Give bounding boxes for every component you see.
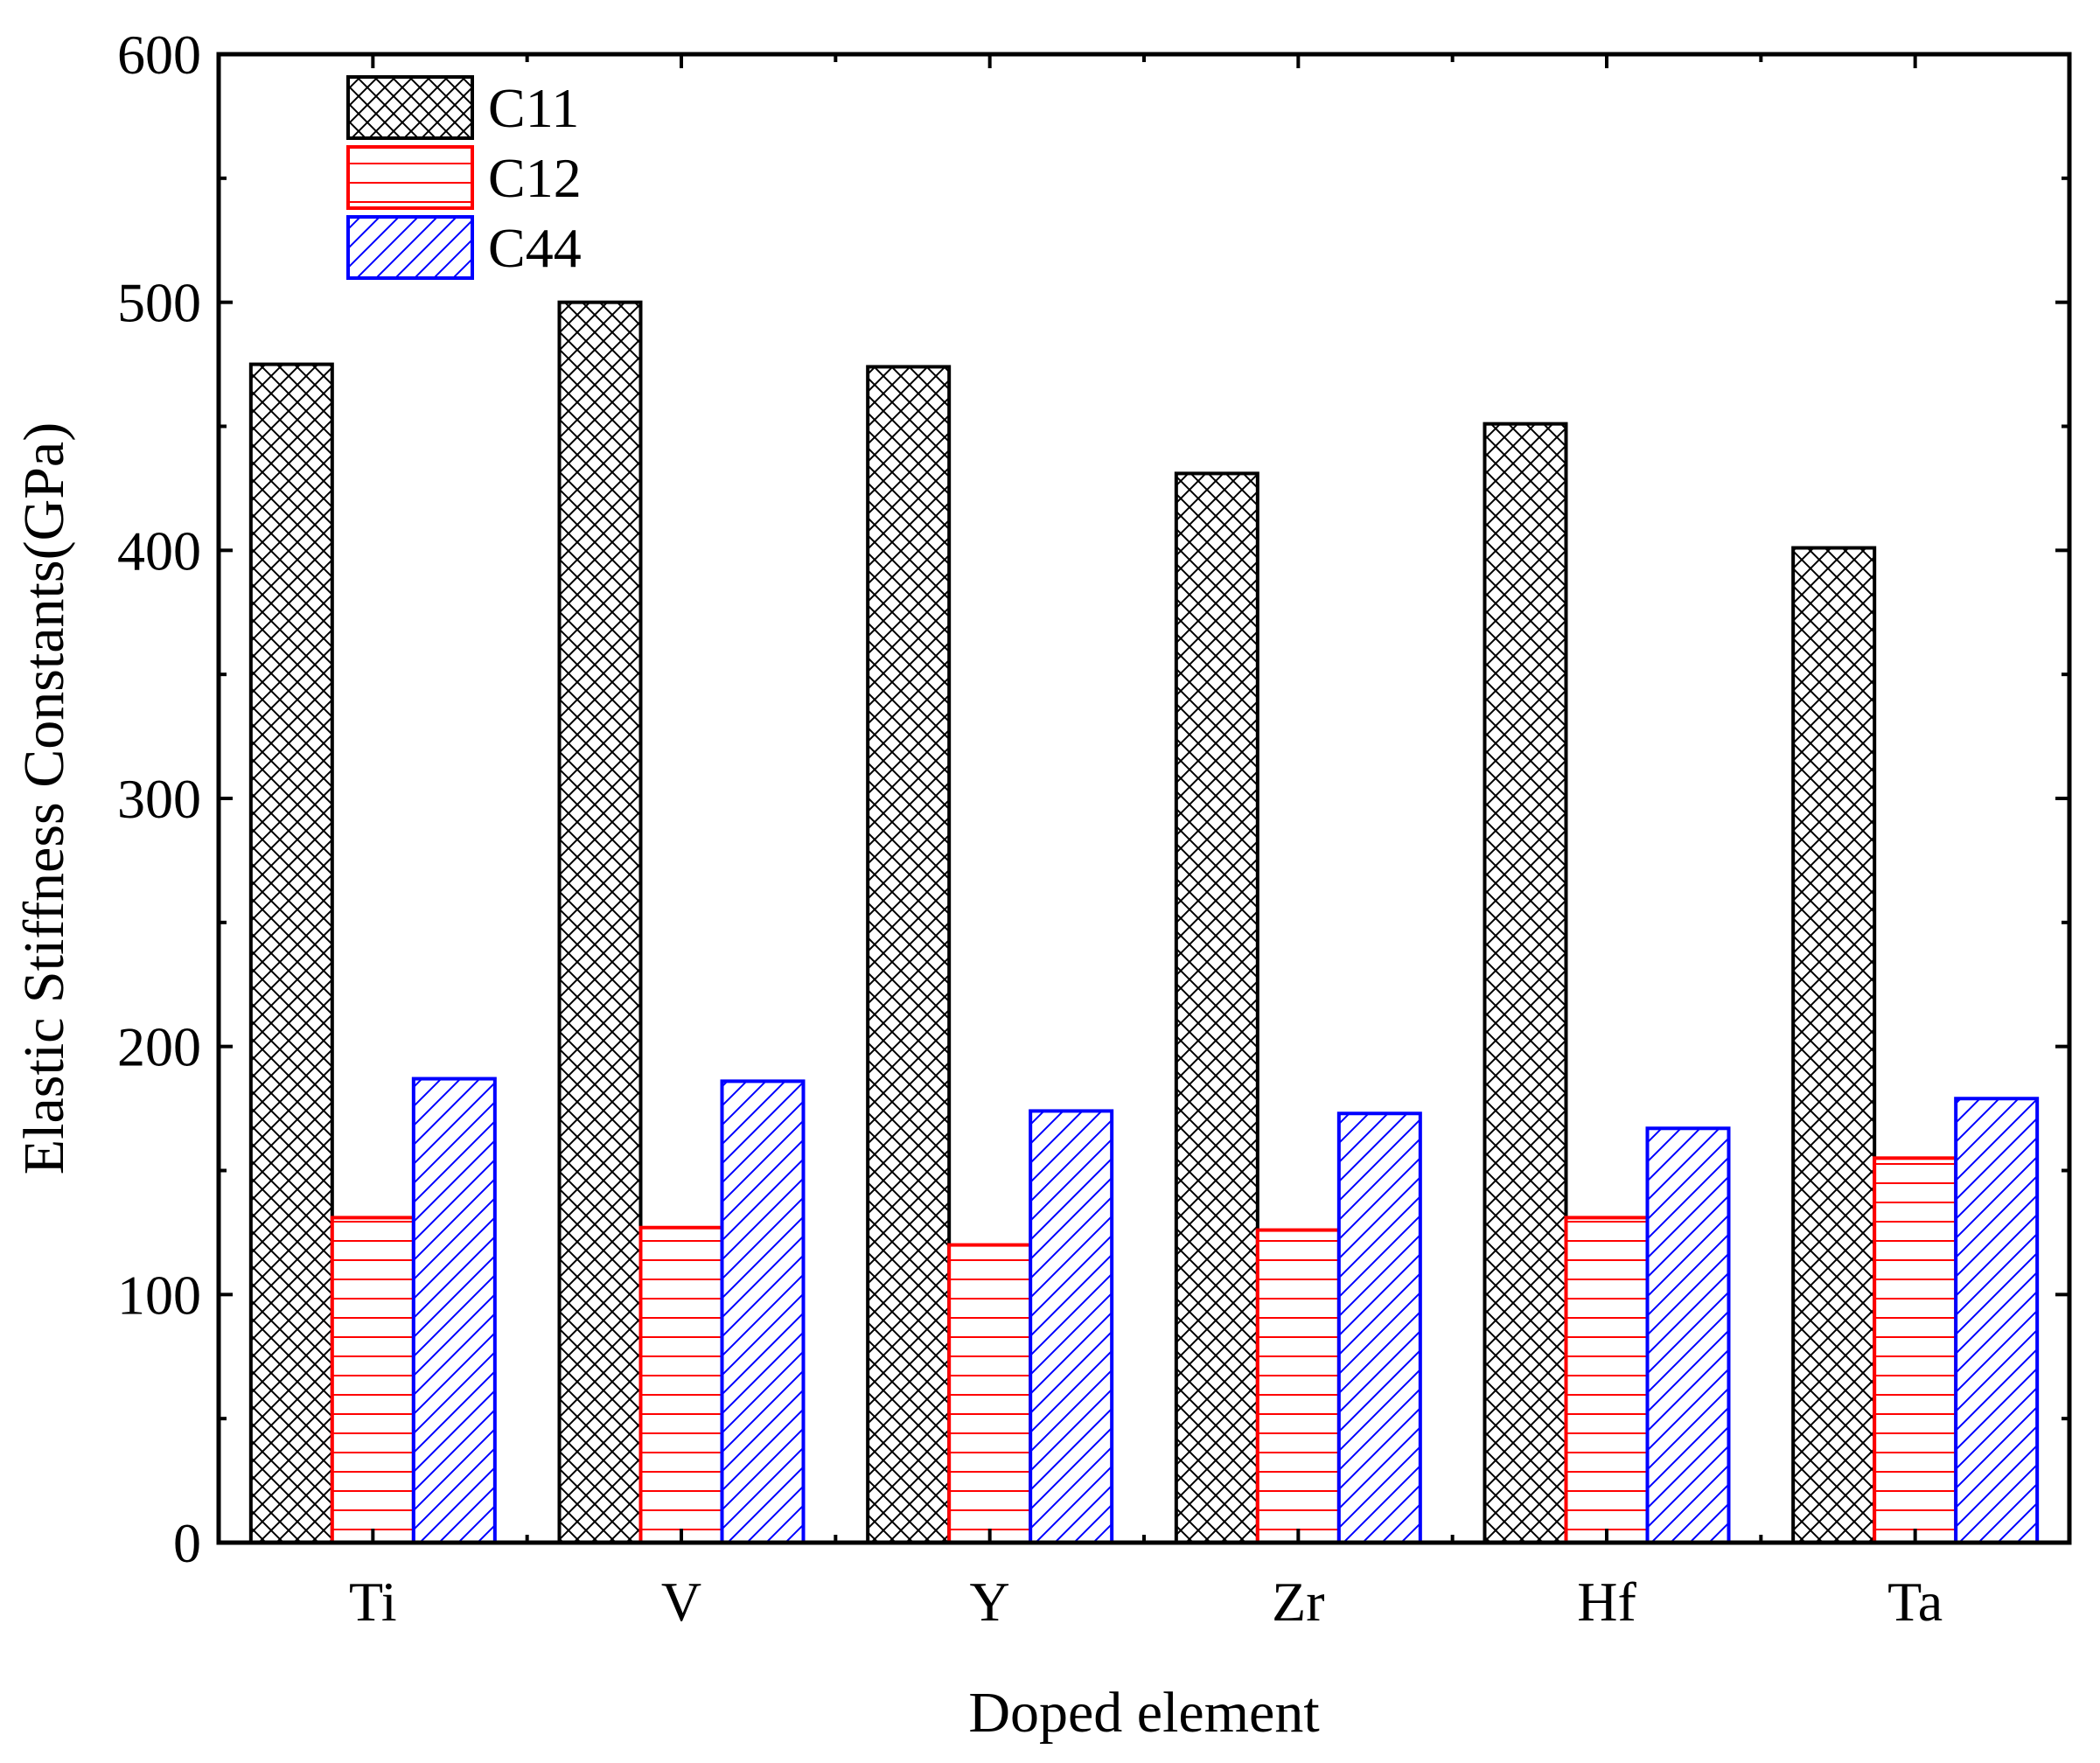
x-axis-title: Doped element [968,1681,1319,1745]
legend-label-c12: C12 [488,147,582,209]
legend-swatch-c11 [346,75,474,140]
bar-c11-ti [248,362,334,1544]
bar-c11-hf [1483,422,1568,1544]
bar-c11-ta [1791,546,1877,1544]
bar-c11-v [557,300,643,1545]
bar-c44-y [1029,1109,1114,1545]
bar-c12-ta [1873,1156,1958,1544]
bar-c11-y [866,365,952,1544]
legend-swatch-c12 [346,145,474,210]
bar-c12-v [638,1225,724,1544]
legend-label-c11: C11 [488,77,579,139]
bar-c44-hf [1645,1126,1731,1544]
x-tick-label-y: Y [970,1571,1010,1633]
y-axis-title: Elastic Stiffness Constants(GPa) [12,422,76,1174]
y-tick-label: 0 [173,1512,201,1574]
bar-c12-hf [1564,1216,1650,1544]
x-tick-label-ti: Ti [349,1571,397,1633]
bar-c12-y [947,1243,1033,1544]
bar-c11-zr [1174,471,1259,1545]
y-tick-label: 500 [117,272,201,334]
legend-label-c44: C44 [488,217,582,279]
legend-swatch-c44 [346,215,474,280]
ticks-group [219,52,2069,1544]
y-tick-label: 600 [117,24,201,86]
bar-c44-ta [1954,1097,2040,1545]
x-tick-label-v: V [661,1571,701,1633]
bar-c44-v [720,1079,806,1544]
bar-c44-ti [411,1077,497,1544]
x-tick-labels: Ti V Y Zr Hf Ta [349,1571,1943,1633]
y-tick-label: 300 [117,768,201,830]
bar-c44-zr [1336,1111,1422,1545]
x-tick-label-ta: Ta [1887,1571,1943,1633]
legend: C11 C12 C44 [346,75,582,280]
y-tick-label: 200 [117,1016,201,1078]
x-tick-label-hf: Hf [1577,1571,1636,1633]
y-tick-labels: 0 100 200 300 400 500 600 [117,24,201,1574]
bar-c12-zr [1255,1228,1341,1544]
bars-group [248,300,2040,1545]
bar-c12-ti [330,1216,415,1544]
y-tick-label: 100 [117,1264,201,1326]
y-tick-label: 400 [117,519,201,582]
x-tick-label-zr: Zr [1272,1571,1324,1633]
